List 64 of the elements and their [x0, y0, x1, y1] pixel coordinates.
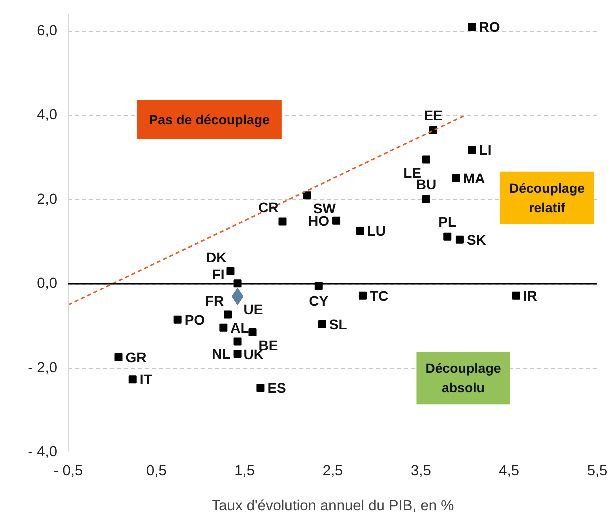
data-label: CR — [258, 200, 279, 216]
x-tick-label: 3,5 — [410, 464, 432, 480]
data-label: IR — [523, 288, 538, 304]
x-tick-label: 1,5 — [234, 464, 256, 480]
point — [318, 320, 326, 328]
data-label: AL — [230, 320, 250, 336]
y-tick-label: - 2,0 — [28, 360, 58, 376]
x-tick-label: - 0,5 — [54, 464, 84, 480]
point — [128, 376, 137, 384]
point — [444, 232, 452, 241]
data-label: DK — [206, 249, 227, 266]
data-label: LI — [479, 142, 492, 158]
x-tick-label: 0,5 — [146, 464, 167, 480]
y-tick-label: 2,0 — [37, 192, 58, 208]
x-axis-title: Taux d'évolution annuel du PIB, en % — [212, 498, 454, 514]
x-tick-label: 5,5 — [587, 464, 608, 480]
point — [452, 174, 460, 182]
y-tick-label: 6,0 — [37, 23, 58, 40]
point — [303, 192, 312, 200]
data-label: SL — [329, 316, 348, 332]
data-label: ES — [268, 380, 286, 396]
y-tick-label: 4,0 — [37, 108, 58, 124]
data-label: EE — [424, 107, 443, 124]
data-label: PO — [184, 312, 206, 328]
point — [220, 324, 228, 332]
point — [114, 353, 123, 362]
point — [356, 226, 364, 235]
point — [256, 384, 265, 392]
point — [456, 236, 464, 244]
x-tick-label: 4,5 — [499, 464, 520, 480]
data-label: FI — [212, 266, 225, 283]
point — [468, 146, 476, 154]
annotation: Découplage relatif — [509, 180, 586, 216]
x-tick-label: 2,5 — [322, 464, 344, 480]
point — [332, 216, 341, 225]
annotation: Découplage absolu — [426, 361, 502, 396]
data-label: NL — [212, 346, 232, 362]
data-label: FR — [205, 292, 224, 309]
data-label: PL — [438, 214, 458, 230]
point — [358, 292, 367, 300]
point — [232, 288, 244, 306]
y-tick-label: - 4,0 — [28, 444, 58, 460]
data-label: MA — [463, 170, 486, 186]
point — [226, 267, 235, 276]
annotation: Pas de découplage — [149, 112, 270, 128]
point — [278, 218, 287, 226]
point — [422, 195, 430, 204]
point — [422, 156, 430, 164]
point — [234, 338, 242, 346]
data-label: LU — [367, 222, 386, 239]
data-label: IT — [140, 372, 153, 388]
point — [234, 350, 242, 358]
point — [468, 23, 476, 32]
data-label: SK — [466, 232, 486, 248]
data-label: RO — [479, 19, 500, 36]
data-label: CY — [309, 293, 330, 310]
data-label: GR — [126, 349, 147, 366]
data-label: TC — [370, 288, 389, 304]
y-tick-label: 0,0 — [37, 276, 58, 292]
point — [512, 292, 520, 300]
point — [174, 316, 182, 324]
point — [224, 310, 232, 319]
data-label: UE — [244, 302, 264, 318]
point — [248, 328, 257, 336]
